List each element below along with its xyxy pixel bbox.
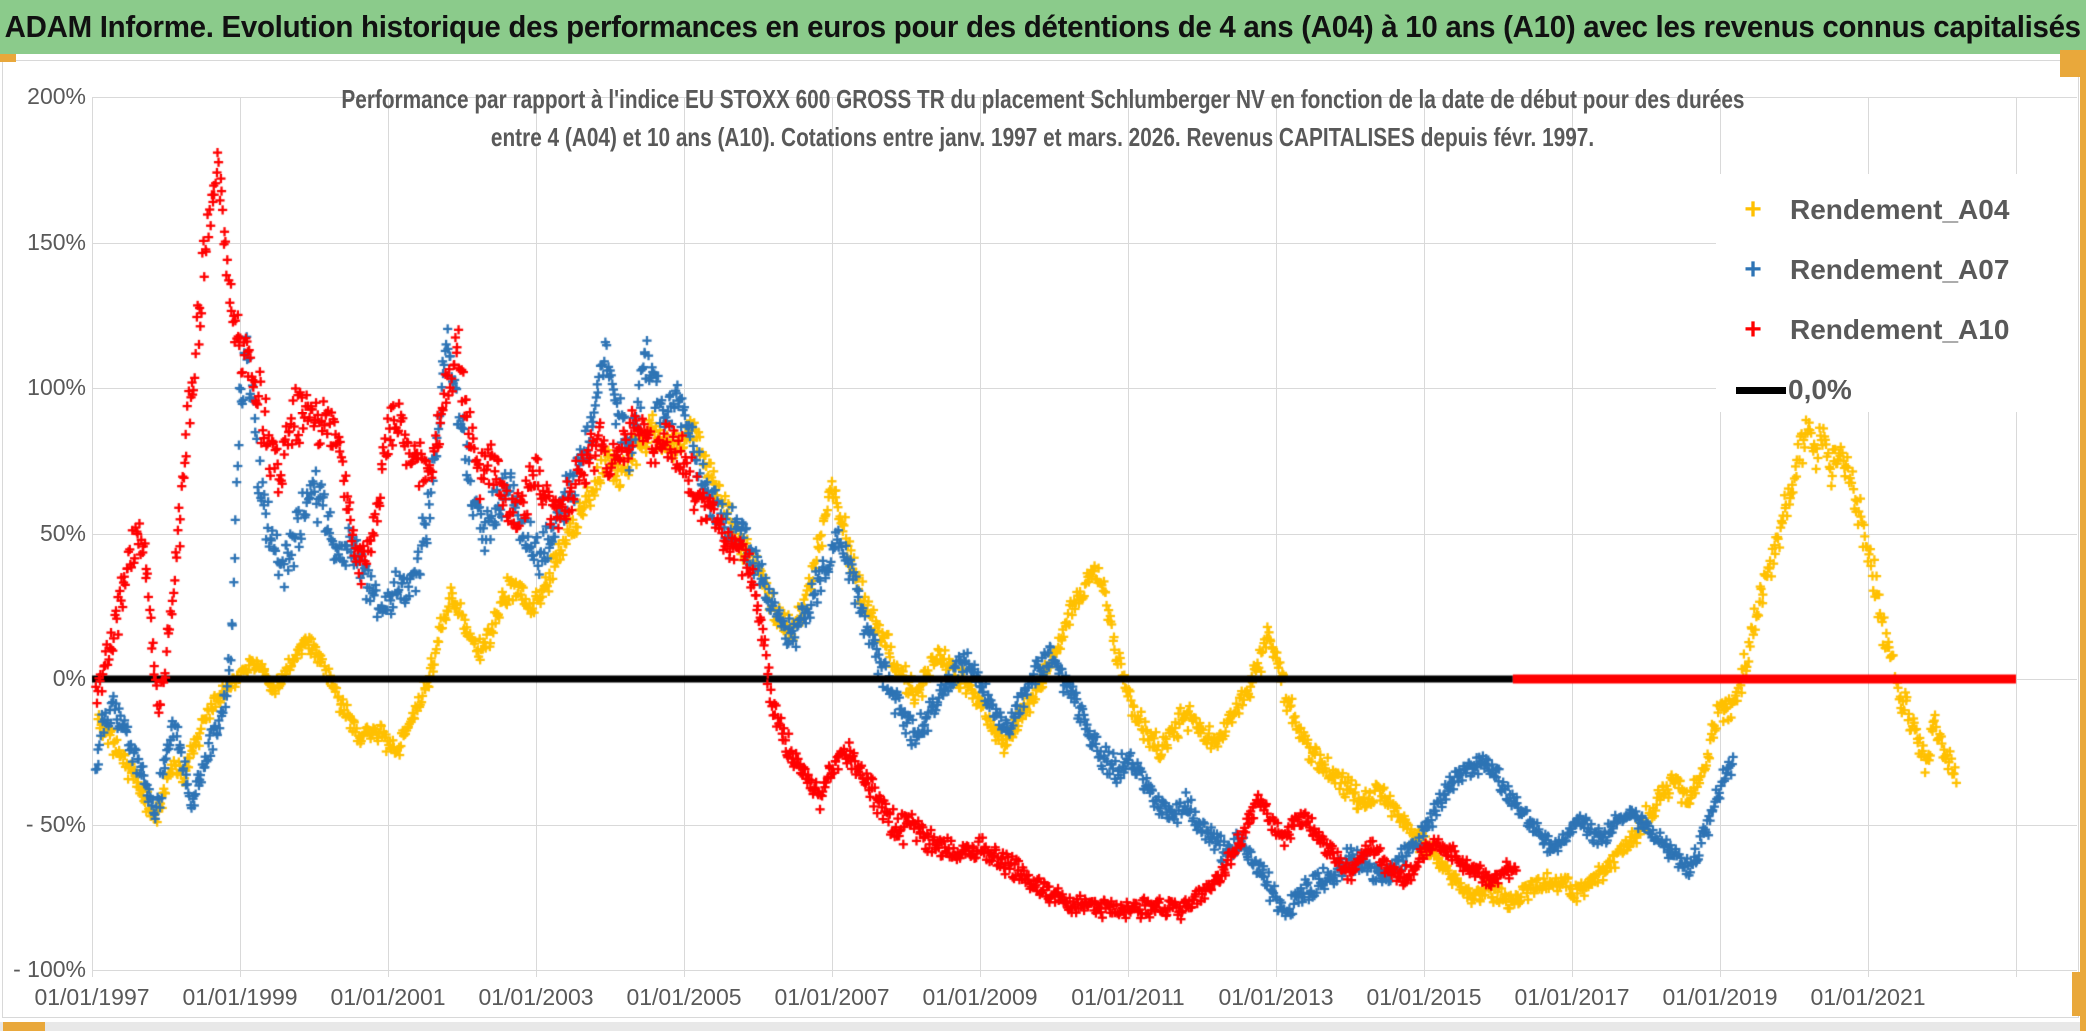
accent-bottom-left: [3, 1022, 45, 1031]
legend: + Rendement_A04 + Rendement_A07 + Rendement_A…: [1716, 174, 2077, 412]
bottom-strip: [0, 1022, 2086, 1031]
legend-plus-marker: +: [1744, 193, 1762, 226]
x-axis-label: 01/01/2021: [1810, 984, 1926, 1010]
legend-plus-marker: +: [1744, 253, 1762, 286]
accent-bottom-right: [2072, 972, 2086, 1016]
y-axis-label: 0%: [52, 665, 86, 691]
y-axis-label: - 50%: [25, 810, 86, 837]
x-axis-label: 01/01/1999: [182, 984, 298, 1010]
y-axis-label: 50%: [39, 519, 86, 546]
x-axis-label: 01/01/2011: [1071, 984, 1185, 1010]
y-axis-label: 150%: [27, 228, 86, 255]
x-axis-label: 01/01/2003: [478, 984, 594, 1010]
y-axis-label: - 100%: [13, 956, 86, 982]
legend-label: Rendement_A04: [1790, 194, 2010, 225]
legend-plus-marker: +: [1744, 313, 1762, 346]
report-title: ADAM Informe. Evolution historique des p…: [4, 9, 2082, 44]
report-title-bar: ADAM Informe. Evolution historique des p…: [0, 0, 2086, 54]
x-axis-label: 01/01/2007: [774, 984, 890, 1010]
legend-label: 0,0%: [1788, 374, 1852, 405]
legend-label: Rendement_A07: [1790, 254, 2010, 285]
x-axis-label: 01/01/2001: [330, 984, 446, 1010]
legend-label: Rendement_A10: [1790, 314, 2010, 345]
x-axis-label: 01/01/2017: [1514, 984, 1630, 1010]
legend-item: + Rendement_A10: [1716, 310, 2077, 350]
accent-right-strip: [2080, 54, 2086, 1031]
x-axis-label: 01/01/2009: [922, 984, 1038, 1010]
x-axis-label: 01/01/2005: [626, 984, 742, 1010]
x-axis-label: 01/01/1997: [34, 984, 150, 1010]
x-axis-label: 01/01/2015: [1366, 984, 1482, 1010]
legend-item: + Rendement_A04: [1716, 190, 2077, 230]
y-axis-label: 100%: [27, 374, 86, 400]
x-axis-label: 01/01/2019: [1662, 984, 1778, 1010]
legend-item: + Rendement_A07: [1716, 250, 2077, 290]
accent-top-left: [0, 54, 16, 62]
legend-zero-line-sample: [1736, 386, 1786, 394]
x-axis-label: 01/01/2013: [1218, 984, 1334, 1010]
legend-item: 0,0%: [1716, 370, 2077, 410]
y-axis-label: 200%: [27, 83, 86, 109]
